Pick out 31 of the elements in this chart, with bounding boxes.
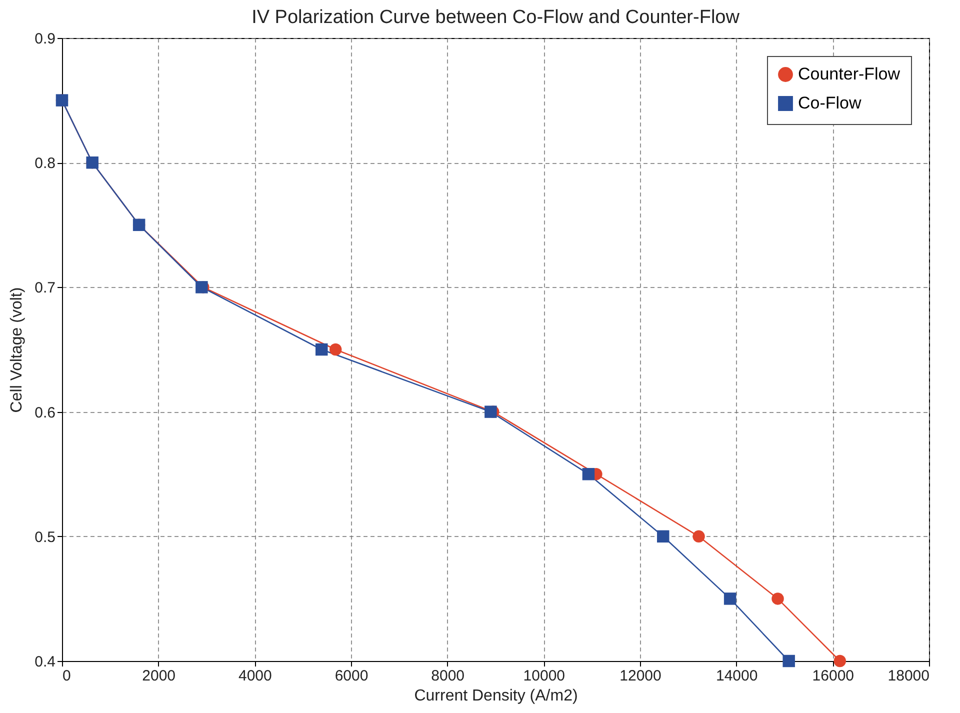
x-tick-label: 14000	[716, 668, 758, 684]
y-tick-label: 0.6	[34, 404, 56, 422]
x-tick-label: 12000	[620, 668, 662, 684]
x-tick-label: 4000	[238, 668, 272, 684]
x-tick-label: 2000	[142, 668, 176, 684]
point	[692, 530, 705, 543]
point	[656, 530, 670, 543]
point	[484, 406, 497, 418]
y-tick-label: 0.9	[34, 30, 56, 48]
x-tick-label: 6000	[334, 668, 368, 684]
x-tick-label: 10000	[523, 668, 566, 684]
point	[772, 592, 784, 605]
y-axis-title: Cell Voltage (volt)	[8, 287, 26, 413]
x-tick-label: 18000	[888, 668, 930, 684]
point	[782, 654, 795, 668]
y-tick-label: 0.4	[34, 654, 56, 670]
x-tick-label: 0	[62, 668, 71, 684]
y-tick-label: 0.7	[34, 280, 56, 297]
x-tick-label: 8000	[431, 668, 465, 684]
y-tick-label: 0.5	[34, 528, 56, 546]
point	[315, 343, 328, 356]
chart-title: IV Polarization Curve between Co-Flow and Counter-Flow	[252, 7, 740, 28]
x-tick-label: 16000	[812, 668, 854, 684]
point	[582, 468, 595, 480]
y-tick-label: 0.8	[34, 155, 56, 172]
x-axis-title: Current Density (A/m2)	[414, 688, 578, 704]
point	[329, 343, 342, 356]
point	[834, 654, 846, 668]
point	[724, 592, 736, 605]
legend-label: Co-Flow	[798, 94, 862, 112]
legend-label: Counter-Flow	[798, 64, 901, 84]
